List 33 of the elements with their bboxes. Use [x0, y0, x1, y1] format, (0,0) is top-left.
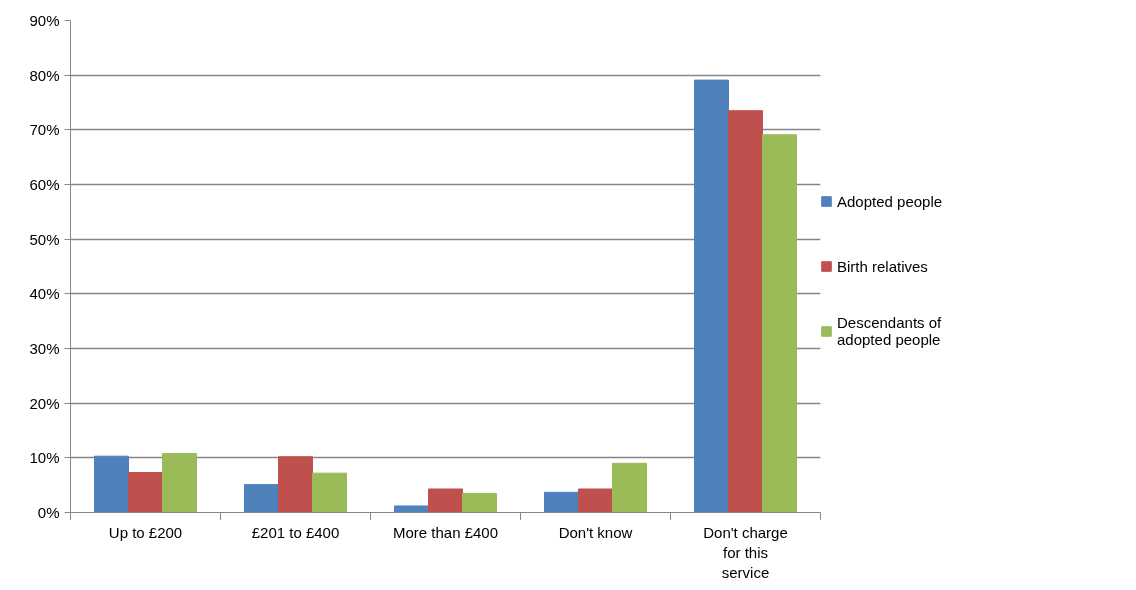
x-tick-label: Up to £200 [108, 523, 183, 541]
y-tick-label: 40% [29, 285, 60, 303]
y-tick-label: 90% [29, 12, 60, 29]
bar [94, 455, 129, 513]
bar [612, 462, 647, 513]
bar [128, 472, 163, 513]
bar [728, 110, 763, 513]
x-tick-label: More than £400 [392, 523, 499, 541]
x-tick-label: £201 to £400 [251, 523, 340, 541]
legend-label: Adopted people [837, 191, 943, 212]
bar [244, 484, 279, 513]
bar [394, 505, 429, 513]
bar [162, 452, 197, 513]
y-tick-label: 20% [29, 394, 60, 412]
bar [578, 488, 613, 513]
legend-label: Birth relatives [837, 256, 928, 277]
bar [694, 79, 729, 513]
legend-label: Descendants of adopted people [837, 313, 942, 350]
bar [428, 488, 463, 513]
bar [462, 492, 497, 513]
y-tick-label: 50% [29, 230, 60, 248]
bar [278, 456, 313, 513]
bar [762, 134, 797, 513]
y-tick-label: 0% [37, 504, 60, 521]
bar [544, 491, 579, 513]
x-tick-label: Don't know [558, 523, 633, 541]
y-tick-label: 10% [29, 449, 60, 467]
y-tick-label: 60% [29, 176, 60, 193]
bar [312, 472, 347, 513]
x-tick-label: Don't charge for this service [703, 523, 788, 582]
y-tick-label: 30% [29, 340, 60, 357]
y-tick-label: 80% [29, 66, 60, 84]
y-tick-label: 70% [29, 121, 60, 139]
